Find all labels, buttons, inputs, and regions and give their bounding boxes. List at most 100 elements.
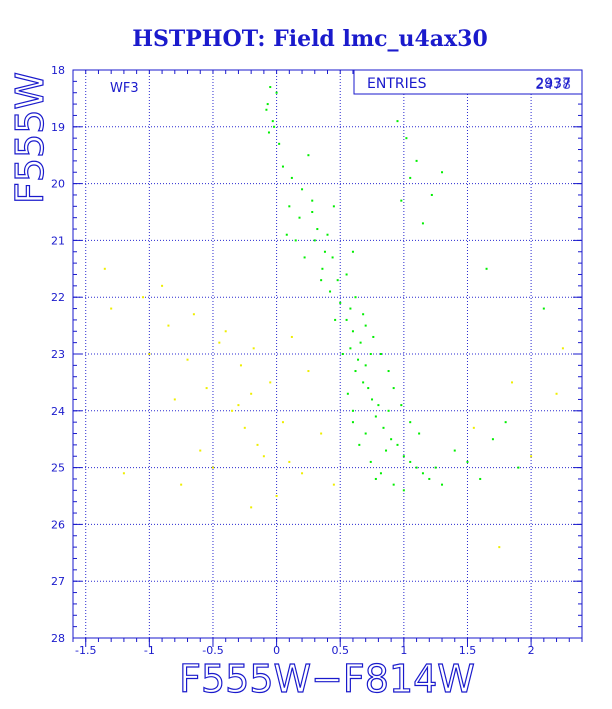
y-tick-label: 18	[51, 64, 65, 77]
data-point	[387, 409, 390, 412]
x-axis-title: F555W−F814W	[179, 657, 475, 701]
data-point	[278, 142, 281, 145]
data-point	[243, 426, 246, 429]
data-point	[479, 477, 482, 480]
data-point	[321, 267, 324, 270]
data-point	[301, 472, 304, 475]
data-point	[262, 455, 265, 458]
grid-lines	[73, 70, 582, 638]
y-tick-label: 27	[51, 575, 65, 588]
data-point	[122, 472, 125, 475]
x-tick-label: 1.5	[459, 644, 477, 657]
chip-label: WF3	[110, 81, 139, 96]
data-point	[211, 466, 214, 469]
data-point	[441, 171, 444, 174]
data-point	[400, 199, 403, 202]
data-point	[369, 353, 372, 355]
data-point	[323, 250, 326, 253]
data-point	[275, 91, 278, 94]
data-point	[237, 404, 240, 407]
data-point	[453, 449, 456, 452]
data-point	[387, 370, 390, 373]
data-point	[141, 296, 144, 299]
data-point	[377, 404, 380, 407]
data-point	[390, 438, 393, 441]
data-point	[409, 460, 412, 463]
data-point	[358, 443, 361, 446]
data-point	[349, 307, 352, 310]
data-point	[428, 477, 431, 480]
data-point	[231, 409, 234, 412]
data-point	[402, 455, 405, 458]
data-point	[307, 370, 310, 373]
y-tick-label: 26	[51, 518, 65, 531]
data-point	[354, 370, 357, 373]
data-point	[504, 421, 507, 424]
data-point	[275, 495, 278, 497]
x-tick-label: 1	[400, 644, 407, 657]
data-point	[382, 426, 385, 429]
y-tick-label: 23	[51, 348, 65, 361]
data-point	[372, 335, 375, 338]
y-tick-label: 24	[51, 405, 65, 418]
x-tick-label: 0.5	[331, 644, 349, 657]
data-point	[561, 347, 564, 350]
data-point	[367, 387, 370, 390]
data-point	[349, 347, 352, 350]
data-point	[351, 330, 354, 333]
data-point	[418, 432, 421, 435]
data-point	[511, 381, 514, 384]
data-point	[362, 313, 365, 316]
data-point	[167, 324, 170, 327]
data-point	[311, 199, 314, 202]
y-tick-label: 25	[51, 462, 65, 475]
data-point	[530, 455, 533, 458]
data-points	[103, 86, 564, 549]
data-point	[396, 120, 399, 123]
data-point	[392, 387, 395, 390]
data-point	[273, 125, 276, 128]
y-tick-label: 20	[51, 178, 65, 191]
x-tick-label: 2	[528, 644, 535, 657]
data-point	[180, 483, 183, 486]
y-tick-label: 22	[51, 291, 65, 304]
data-point	[374, 477, 377, 480]
data-point	[364, 432, 367, 435]
data-point	[346, 392, 349, 395]
data-point	[103, 267, 106, 270]
data-point	[379, 353, 382, 355]
data-point	[466, 460, 469, 463]
data-point	[351, 421, 354, 424]
data-point	[415, 466, 418, 469]
tick-marks	[72, 69, 583, 647]
data-point	[224, 330, 227, 333]
data-point	[334, 318, 337, 321]
data-point	[472, 426, 475, 429]
data-point	[173, 398, 176, 401]
data-point	[409, 176, 412, 179]
data-point	[110, 307, 113, 310]
data-point	[269, 86, 272, 89]
y-tick-label: 21	[51, 234, 65, 247]
data-point	[161, 284, 164, 287]
data-point	[294, 239, 297, 242]
data-point	[402, 489, 405, 492]
data-point	[555, 392, 558, 395]
y-tick-label: 19	[51, 121, 65, 134]
x-tick-label: 0	[273, 644, 280, 657]
data-point	[362, 381, 365, 384]
data-point	[265, 108, 268, 111]
data-point	[364, 324, 367, 327]
data-point	[313, 239, 316, 242]
data-point	[271, 120, 274, 123]
data-point	[415, 159, 418, 162]
data-point	[498, 546, 501, 549]
data-point	[409, 421, 412, 424]
plot-frame	[72, 69, 583, 639]
data-point	[290, 335, 293, 338]
y-axis-title: F555W	[8, 72, 52, 204]
data-point	[364, 364, 367, 367]
data-point	[491, 438, 494, 441]
data-point	[441, 483, 444, 486]
